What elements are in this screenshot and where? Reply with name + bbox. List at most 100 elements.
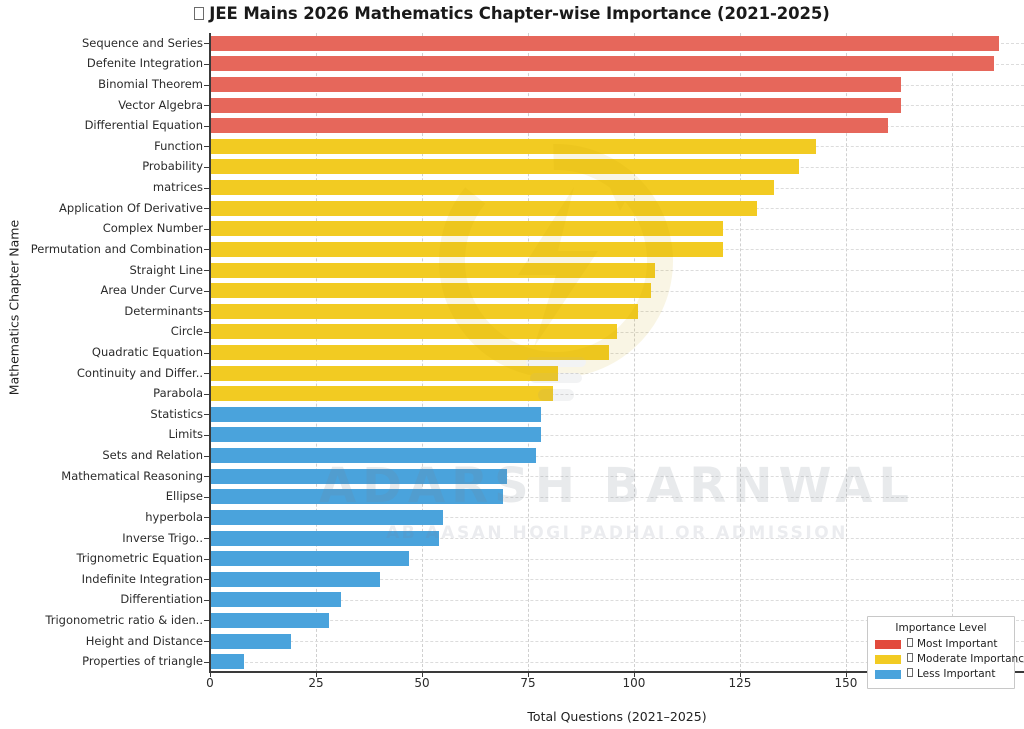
bar[interactable] xyxy=(210,530,439,546)
y-axis-tick-mark xyxy=(204,331,209,333)
bar[interactable] xyxy=(210,324,617,340)
y-axis-tick-mark xyxy=(204,125,209,127)
bar[interactable] xyxy=(210,427,541,443)
missing-glyph-icon xyxy=(907,638,913,647)
bar[interactable] xyxy=(210,509,444,525)
y-axis-tick-mark xyxy=(204,414,209,416)
y-axis-tick-label: Inverse Trigo.. xyxy=(122,530,203,545)
y-axis-tick-label: Probability xyxy=(142,159,203,174)
y-axis-tick-label: Height and Distance xyxy=(85,633,203,648)
bar[interactable] xyxy=(210,221,723,237)
y-axis-tick-label: Trigonometric ratio & iden.. xyxy=(45,612,203,627)
bar[interactable] xyxy=(210,283,651,299)
y-gridline xyxy=(210,476,1024,478)
bar[interactable] xyxy=(210,35,999,51)
y-axis-tick-label: hyperbola xyxy=(145,509,203,524)
y-axis-tick-label: Sets and Relation xyxy=(102,448,203,463)
missing-glyph-icon xyxy=(194,7,205,20)
bar[interactable] xyxy=(210,654,244,670)
bar[interactable] xyxy=(210,365,558,381)
y-axis-tick-mark xyxy=(204,270,209,272)
x-axis-tick-label: 150 xyxy=(834,676,858,690)
x-axis-tick-label: 50 xyxy=(414,676,430,690)
legend-item-moderate[interactable]: Moderate Importance xyxy=(875,652,1024,666)
y-gridline xyxy=(210,517,1024,519)
bar[interactable] xyxy=(210,77,902,93)
x-axis-tick-label: 0 xyxy=(206,676,214,690)
bar[interactable] xyxy=(210,551,410,567)
y-axis-tick-mark xyxy=(204,538,209,540)
y-axis-tick-label: matrices xyxy=(152,180,203,195)
y-axis-tick-label: Indefinite Integration xyxy=(81,571,203,586)
bar[interactable] xyxy=(210,612,329,628)
x-axis-tick-mark xyxy=(845,673,847,677)
y-axis-tick-label: Determinants xyxy=(124,303,203,318)
x-axis-tick-mark xyxy=(210,673,211,677)
legend-item-most[interactable]: Most Important xyxy=(875,637,1007,651)
y-axis-tick-label: Binomial Theorem xyxy=(98,77,203,92)
y-gridline xyxy=(210,496,1024,498)
bar[interactable] xyxy=(210,571,380,587)
bar[interactable] xyxy=(210,180,774,196)
bar[interactable] xyxy=(210,468,507,484)
y-axis-tick-label: Mathematical Reasoning xyxy=(61,468,203,483)
bar[interactable] xyxy=(210,633,291,649)
y-gridline xyxy=(210,558,1024,560)
x-axis-tick-mark xyxy=(739,673,741,677)
y-axis-tick-label: Ellipse xyxy=(165,489,203,504)
bar[interactable] xyxy=(210,138,817,154)
y-gridline xyxy=(210,661,1024,663)
chart-title-text: JEE Mains 2026 Mathematics Chapter-wise … xyxy=(209,4,830,23)
x-axis-tick-mark xyxy=(421,673,423,677)
legend-label: Most Important xyxy=(907,638,997,650)
y-gridline xyxy=(210,455,1024,457)
y-axis-tick-label: Statistics xyxy=(150,406,203,421)
legend-title: Importance Level xyxy=(895,622,987,634)
y-gridline xyxy=(210,434,1024,436)
x-axis-tick-label: 100 xyxy=(622,676,646,690)
bar[interactable] xyxy=(210,159,800,175)
plot-area xyxy=(210,33,1024,672)
y-axis-tick-mark xyxy=(204,476,209,478)
bar[interactable] xyxy=(210,386,554,402)
bar[interactable] xyxy=(210,241,723,257)
y-gridline xyxy=(210,599,1024,601)
bar[interactable] xyxy=(210,118,889,134)
x-axis-tick-mark xyxy=(633,673,635,677)
legend-label: Moderate Importance xyxy=(907,653,1024,665)
bar[interactable] xyxy=(210,345,609,360)
y-axis-tick-mark xyxy=(204,620,209,622)
bar[interactable] xyxy=(210,97,902,113)
y-axis-tick-label: Parabola xyxy=(153,386,203,401)
bar[interactable] xyxy=(210,262,656,278)
bar[interactable] xyxy=(210,303,639,319)
y-gridline xyxy=(210,579,1024,581)
bar[interactable] xyxy=(210,592,342,608)
y-axis-tick-label: Circle xyxy=(170,324,203,339)
bar[interactable] xyxy=(210,200,757,216)
legend-item-less[interactable]: Less Important xyxy=(875,667,1007,681)
x-axis-tick-label: 75 xyxy=(520,676,536,690)
y-axis-tick-label: Complex Number xyxy=(102,221,203,236)
legend-label: Less Important xyxy=(907,668,995,680)
y-axis-tick-mark xyxy=(204,579,209,581)
chart-title: JEE Mains 2026 Mathematics Chapter-wise … xyxy=(0,4,1024,23)
bar[interactable] xyxy=(210,489,503,505)
y-axis-tick-mark xyxy=(204,455,209,457)
legend-swatch-most xyxy=(875,639,901,649)
y-axis-tick-mark xyxy=(204,641,209,643)
y-axis-spine xyxy=(209,33,211,672)
y-axis-tick-label: Differentiation xyxy=(120,592,203,607)
bar[interactable] xyxy=(210,56,995,72)
y-gridline xyxy=(210,352,1024,354)
y-gridline xyxy=(210,414,1024,416)
x-axis-spine xyxy=(209,671,1024,673)
y-axis-tick-label: Trignometric Equation xyxy=(76,551,204,566)
y-axis-tick-label: Vector Algebra xyxy=(118,97,203,112)
y-axis-tick-mark xyxy=(204,373,209,375)
bar[interactable] xyxy=(210,406,541,422)
y-axis-tick-label: Defenite Integration xyxy=(86,56,203,71)
bar[interactable] xyxy=(210,448,537,464)
y-gridline xyxy=(210,620,1024,622)
